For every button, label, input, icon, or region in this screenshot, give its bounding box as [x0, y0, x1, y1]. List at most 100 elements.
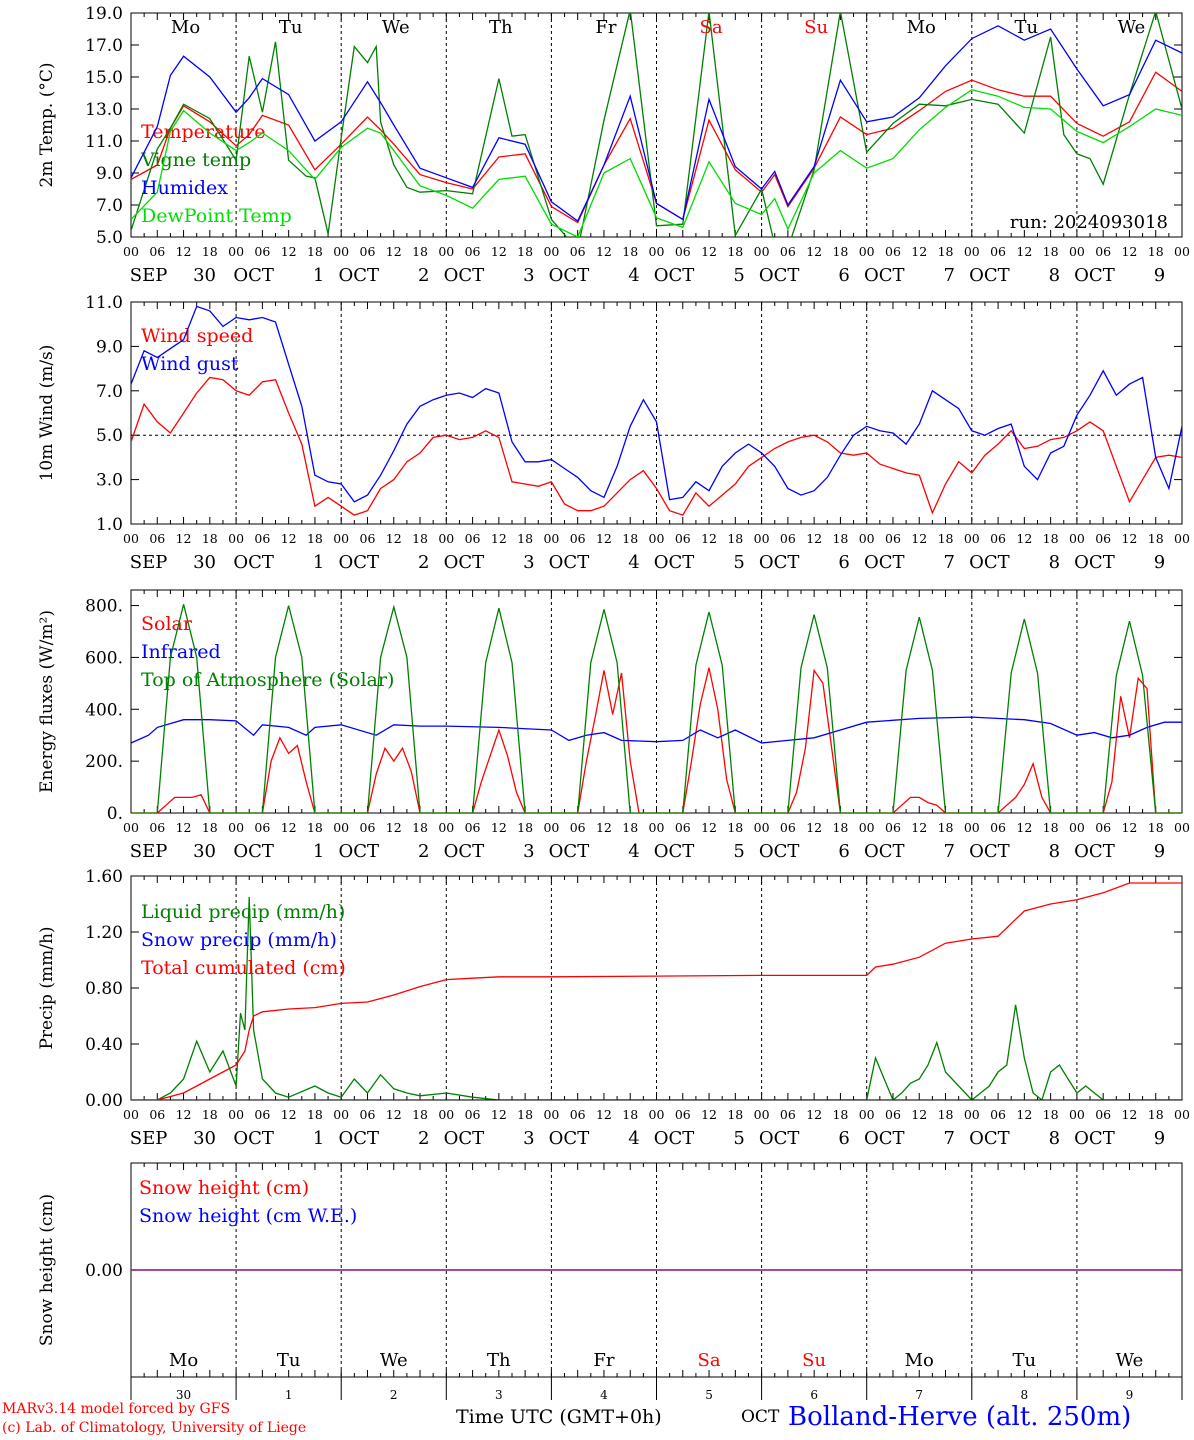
y-tick-label: 400. — [85, 700, 123, 720]
date-day-label: 7 — [944, 265, 955, 286]
date-month-label: OCT — [654, 265, 695, 286]
date-month-label: OCT — [759, 1128, 800, 1149]
date-month-label: OCT — [759, 265, 800, 286]
hour-tick-label: 06 — [254, 820, 270, 835]
hour-tick-label: 18 — [1043, 531, 1059, 546]
weekday-label: Tu — [1013, 1350, 1037, 1371]
hour-tick-label: 00 — [964, 244, 980, 259]
date-day-label: 8 — [1049, 1128, 1060, 1149]
hour-tick-label: 06 — [780, 244, 796, 259]
hour-tick-label: 18 — [727, 820, 743, 835]
date-day-label: 6 — [838, 265, 849, 286]
hour-tick-label: 06 — [149, 244, 165, 259]
hour-tick-label: 18 — [1148, 820, 1164, 835]
hour-tick-label: 00 — [1069, 244, 1085, 259]
hour-tick-label: 00 — [649, 820, 665, 835]
date-month-label: OCT — [969, 552, 1010, 573]
hour-tick-label: 06 — [1095, 244, 1111, 259]
hour-tick-label: 06 — [360, 1107, 376, 1122]
panel-3: 0. 200. 400. 600. 800. Energy fluxes (W/m²) So… — [37, 589, 1190, 862]
hour-tick-label: 00 — [543, 1107, 559, 1122]
weekday-label: Su — [802, 1350, 826, 1371]
hour-tick-label: 06 — [675, 244, 691, 259]
date-day-label: 7 — [944, 841, 955, 862]
date-day-label: 3 — [523, 1128, 534, 1149]
legend-entry: Infrared — [141, 641, 221, 663]
date-month-label: OCT — [1074, 552, 1115, 573]
x-axis-label: Time UTC (GMT+0h) — [456, 1406, 662, 1428]
hour-tick-label: 00 — [859, 1107, 875, 1122]
date-month-label: OCT — [759, 552, 800, 573]
weekday-label: Mo — [905, 1350, 934, 1371]
legend-entry: Snow precip (mm/h) — [141, 929, 337, 951]
hour-tick-label: 18 — [622, 531, 638, 546]
legend-entry: Wind speed — [141, 325, 253, 347]
series-line-temperature — [131, 71, 1182, 224]
date-month-label: OCT — [233, 552, 274, 573]
hour-tick-label: 18 — [412, 820, 428, 835]
y-axis-label: Energy fluxes (W/m²) — [37, 610, 57, 793]
hour-tick-label: 18 — [938, 531, 954, 546]
hour-tick-label: 12 — [701, 820, 717, 835]
date-day-label: 8 — [1049, 841, 1060, 862]
bottom-day-number: 7 — [915, 1388, 923, 1400]
hour-tick-label: 12 — [701, 1107, 717, 1122]
hour-tick-label: 18 — [1148, 531, 1164, 546]
y-tick-label: 200. — [85, 752, 123, 772]
hour-tick-label: 12 — [596, 244, 612, 259]
hour-tick-label: 18 — [202, 1107, 218, 1122]
date-day-label: 2 — [418, 552, 429, 573]
hour-tick-label: 00 — [1069, 531, 1085, 546]
y-axis-label: 2m Temp. (°C) — [37, 62, 57, 187]
bottom-day-number: 30 — [176, 1388, 191, 1400]
date-month-label: OCT — [864, 265, 905, 286]
date-month-label: OCT — [338, 265, 379, 286]
date-day-label: 5 — [733, 841, 744, 862]
hour-tick-label: 06 — [885, 531, 901, 546]
hour-tick-label: 18 — [938, 244, 954, 259]
date-day-label: 3 — [523, 552, 534, 573]
date-day-label: 8 — [1049, 265, 1060, 286]
hour-tick-label: 12 — [911, 1107, 927, 1122]
date-month-label: OCT — [233, 265, 274, 286]
hour-tick-label: 00 — [228, 531, 244, 546]
date-day-label: 7 — [944, 1128, 955, 1149]
hour-tick-label: 06 — [570, 820, 586, 835]
y-tick-label: 0.00 — [85, 1261, 123, 1281]
model-credit: MARv3.14 model forced by GFS — [2, 1401, 231, 1417]
y-tick-label: 9.0 — [96, 164, 123, 184]
bottom-day-number: 5 — [705, 1388, 713, 1400]
legend-entry: Total cumulated (cm) — [141, 957, 346, 979]
hour-tick-label: 00 — [438, 820, 454, 835]
hour-tick-label: 12 — [806, 531, 822, 546]
legend-entry: Solar — [141, 613, 193, 635]
hour-tick-label: 00 — [438, 244, 454, 259]
hour-tick-label: 12 — [701, 244, 717, 259]
hour-tick-label: 00 — [964, 531, 980, 546]
hour-tick-label: 06 — [254, 1107, 270, 1122]
weekday-label: We — [1118, 17, 1146, 38]
date-month-label: OCT — [759, 841, 800, 862]
y-tick-label: 800. — [85, 597, 123, 617]
date-month-label: OCT — [233, 841, 274, 862]
hour-tick-label: 06 — [780, 820, 796, 835]
series-line-wind-speed — [131, 376, 1182, 516]
date-month-label: OCT — [969, 265, 1010, 286]
y-tick-label: 0.40 — [85, 1035, 123, 1055]
hour-tick-label: 06 — [570, 1107, 586, 1122]
date-day-label: 6 — [838, 841, 849, 862]
date-day-label: 30 — [193, 552, 216, 573]
y-tick-label: 19.0 — [85, 4, 123, 24]
hour-tick-label: 12 — [806, 244, 822, 259]
panel-5: 0.00 Snow height (cm) Snow height (cm) Snow… — [37, 1162, 1183, 1400]
hour-tick-label: 00 — [543, 820, 559, 835]
date-day-label: 3 — [523, 265, 534, 286]
hour-tick-label: 06 — [360, 531, 376, 546]
hour-tick-label: 00 — [123, 531, 139, 546]
series-line-humidex — [131, 25, 1182, 222]
y-tick-label: 5.0 — [96, 228, 123, 248]
hour-tick-label: 00 — [438, 531, 454, 546]
date-day-label: 1 — [313, 841, 324, 862]
y-tick-label: 1.0 — [96, 515, 123, 535]
hour-tick-label: 00 — [1174, 531, 1190, 546]
